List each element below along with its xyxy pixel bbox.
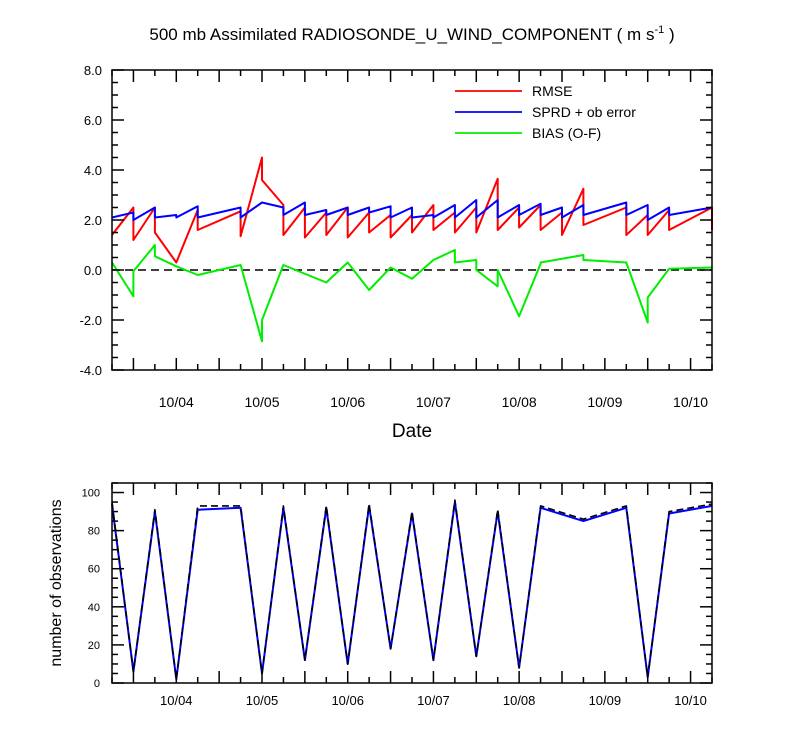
bottom-ytick-label: 40 (88, 602, 100, 614)
chart-title: 500 mb Assimilated RADIOSONDE_U_WIND_COM… (149, 24, 674, 44)
top-ytick-label: 6.0 (84, 113, 102, 128)
top-xtick-label: 10/10 (673, 394, 708, 410)
x-axis-title: Date (392, 421, 432, 442)
y-axis-title-bottom: number of observations (48, 499, 65, 666)
top-series-sprd-ob-error (111, 199, 713, 221)
top-xtick-label: 10/04 (159, 394, 194, 410)
legend: RMSE SPRD + ob error BIAS (O-F) (455, 83, 636, 141)
top-xtick-label: 10/07 (416, 394, 451, 410)
top-ytick-label: 8.0 (84, 63, 102, 78)
top-series-bias-o-f (111, 244, 713, 343)
bottom-xtick-label: 10/08 (503, 693, 536, 708)
bottom-xtick-label: 10/07 (417, 693, 450, 708)
bottom-series-assimilated (111, 501, 713, 681)
bottom-ytick-label: 0 (94, 678, 100, 690)
top-ytick-label: -4.0 (80, 363, 102, 378)
bottom-xtick-label: 10/04 (160, 693, 193, 708)
top-xtick-label: 10/05 (244, 394, 279, 410)
legend-label-bias: BIAS (O-F) (532, 125, 601, 141)
bottom-ytick-label: 100 (82, 488, 100, 500)
top-ytick-label: 4.0 (84, 163, 102, 178)
bottom-series-possible (111, 499, 713, 681)
top-xtick-label: 10/09 (587, 394, 622, 410)
top-panel: -4.0 -2.0 0.0 2.0 4.0 6.0 8.0 10/04 10/05 10/06 1… (80, 63, 713, 442)
legend-label-sprd: SPRD + ob error (532, 104, 636, 120)
bottom-xtick-label: 10/09 (589, 693, 622, 708)
bottom-ytick-label: 80 (88, 526, 100, 538)
top-xtick-label: 10/06 (330, 394, 365, 410)
top-xtick-label: 10/08 (502, 394, 537, 410)
bottom-xtick-label: 10/05 (246, 693, 279, 708)
bottom-panel: 0 20 40 60 80 100 10/04 10/05 10/06 10/07 10/08 10… (48, 482, 713, 708)
bottom-ytick-label: 20 (88, 640, 100, 652)
bottom-xtick-label: 10/06 (331, 693, 364, 708)
bottom-ytick-label: 60 (88, 564, 100, 576)
top-ytick-label: -2.0 (80, 313, 102, 328)
bottom-xtick-label: 10/10 (674, 693, 707, 708)
top-ytick-label: 0.0 (84, 263, 102, 278)
top-ytick-label: 2.0 (84, 213, 102, 228)
legend-label-rmse: RMSE (532, 83, 572, 99)
